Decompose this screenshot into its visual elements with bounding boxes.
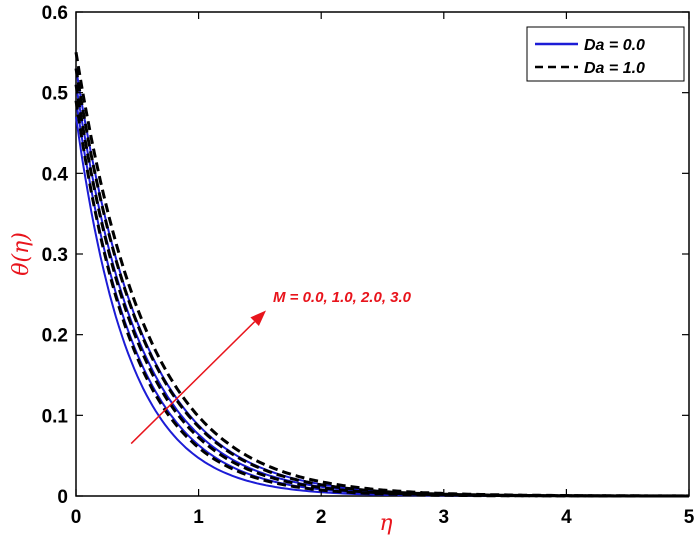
x-tick-label: 1 (193, 507, 204, 528)
legend-label-da1: Da = 1.0 (584, 60, 645, 77)
x-tick-label: 2 (316, 507, 327, 528)
y-tick-label: 0.5 (42, 84, 69, 105)
y-tick-label: 0.2 (42, 326, 68, 347)
curve-da1-m1 (74, 84, 689, 498)
annotation-arrow-head (250, 310, 266, 326)
y-tick-label: 0.4 (42, 164, 69, 185)
plot-frame (75, 11, 690, 497)
curve-da1-m3 (74, 52, 689, 498)
curves-group (74, 52, 689, 498)
annotation: M = 0.0, 1.0, 2.0, 3.0 (130, 289, 412, 445)
y-axis-label: θ(η) (9, 232, 34, 276)
curve-da1-m2 (74, 68, 689, 498)
x-tick-label: 0 (71, 507, 82, 528)
annotation-arrow (130, 321, 256, 445)
legend-box (526, 26, 685, 82)
y-tick-label: 0.3 (42, 245, 68, 266)
legend: Da = 0.0 Da = 1.0 (526, 26, 685, 82)
plot-area: 0 1 2 3 4 5 0 0.1 0.2 0.3 0.4 0.5 0.6 (42, 3, 695, 528)
x-axis-label: η (379, 511, 392, 536)
legend-label-da0: Da = 0.0 (584, 37, 645, 54)
x-tick-label: 5 (684, 507, 695, 528)
annotation-text: M = 0.0, 1.0, 2.0, 3.0 (273, 289, 412, 306)
ticks-group: 0 1 2 3 4 5 0 0.1 0.2 0.3 0.4 0.5 0.6 (42, 3, 695, 528)
x-tick-label: 4 (561, 507, 572, 528)
y-tick-label: 0.1 (42, 406, 69, 427)
x-tick-label: 3 (439, 507, 450, 528)
y-tick-label: 0 (57, 487, 68, 508)
y-tick-label: 0.6 (42, 3, 68, 24)
